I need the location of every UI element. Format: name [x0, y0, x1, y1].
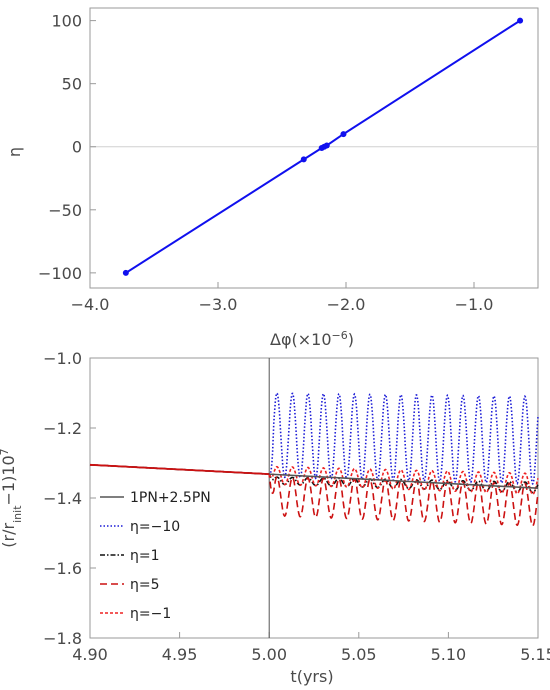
bottom-x-tick-label: 5.15: [520, 645, 550, 664]
top-x-tick-label: −4.0: [71, 295, 110, 314]
legend-label: η=−1: [130, 606, 171, 622]
top-series-group: [122, 17, 524, 276]
top-data-point: [517, 17, 524, 24]
top-x-tick-label: −3.0: [199, 295, 238, 314]
bottom-y-axis-label-sub: init: [11, 505, 24, 523]
bottom-series-line: [89, 464, 539, 496]
top-plot-frame: [89, 7, 539, 289]
legend: 1PN+2.5PN η=−10 η=1 η=5 η=−1: [100, 490, 211, 622]
top-y-tick-label: 100: [51, 12, 82, 31]
top-x-axis-label: Δφ(×10−6): [270, 329, 354, 350]
bottom-y-axis-label: (r/rinit−1)107: [0, 448, 24, 547]
bottom-y-tick-label: −1.2: [43, 419, 82, 438]
bottom-x-tick-label: 5.10: [431, 645, 467, 664]
bottom-series-line: [89, 391, 539, 485]
bottom-x-tick-label: 5.00: [251, 645, 287, 664]
bottom-x-tick-label: 4.95: [162, 645, 198, 664]
legend-label: η=5: [130, 577, 160, 593]
bottom-y-tick-label: −1.6: [43, 559, 82, 578]
pre-switch-trajectory: [89, 463, 270, 475]
legend-label: η=1: [130, 548, 160, 564]
bottom-y-tick-label: −1.8: [43, 629, 82, 648]
top-data-point: [323, 142, 330, 149]
legend-label: η=−10: [130, 519, 180, 535]
radius-vs-time-panel: 4.90 4.95 5.00 5.05 5.10 5.15 −1.8 −1.6 −1.4 −1.2…: [0, 349, 550, 686]
bottom-y-axis-label-sup: 7: [0, 448, 11, 455]
bottom-axis-ticks: 4.90 4.95 5.00 5.05 5.10 5.15 −1.8 −1.6 −1.4 −1.2…: [43, 349, 550, 664]
bottom-series-group: [89, 391, 539, 527]
top-y-tick-label: 0: [72, 138, 82, 157]
bottom-x-tick-label: 4.90: [72, 645, 108, 664]
eta-vs-dphi-panel: −4.0 −3.0 −2.0 −1.0 −100 −50 0 50 100 η Δφ(×10−6…: [5, 7, 539, 350]
bottom-y-tick-label: −1.4: [43, 489, 82, 508]
top-axis-ticks: −4.0 −3.0 −2.0 −1.0 −100 −50 0 50 100: [38, 12, 493, 314]
bottom-series-line: [89, 464, 539, 527]
top-x-axis-label-close: ): [348, 330, 354, 349]
top-y-axis-label: η: [5, 147, 24, 157]
top-x-tick-label: −2.0: [327, 295, 366, 314]
bottom-y-tick-label: −1.0: [43, 349, 82, 368]
top-data-point: [122, 269, 129, 276]
top-x-axis-label-exponent: −6: [332, 329, 348, 342]
legend-label: 1PN+2.5PN: [130, 490, 211, 506]
top-data-point: [340, 131, 347, 138]
bottom-y-axis-label-mid: −1)10: [0, 455, 18, 505]
top-y-tick-label: −50: [48, 201, 82, 220]
top-data-point: [300, 156, 307, 163]
bottom-x-tick-label: 5.05: [341, 645, 377, 664]
top-x-axis-label-main: Δφ(×10: [270, 330, 332, 349]
bottom-y-axis-label-main: (r/r: [0, 522, 18, 547]
top-y-tick-label: −100: [38, 264, 82, 283]
top-y-tick-label: 50: [62, 75, 82, 94]
bottom-x-axis-label: t(yrs): [290, 667, 333, 686]
top-x-tick-label: −1.0: [455, 295, 494, 314]
